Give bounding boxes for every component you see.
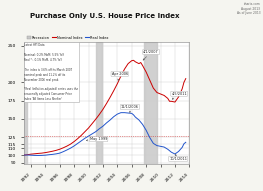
Bar (144, 42, 157, 164)
Bar (96, 42, 102, 164)
Text: 4/1/2007: 4/1/2007 (143, 50, 159, 60)
Legend: Recession, Nominal Index, Real Index: Recession, Nominal Index, Real Index (26, 34, 110, 41)
Text: 10/1/2011: 10/1/2011 (169, 155, 187, 161)
Text: May 1999: May 1999 (86, 137, 107, 141)
Text: Apr 2006: Apr 2006 (112, 72, 128, 80)
Text: charts.com
August 2013
As of June 2013: charts.com August 2013 As of June 2013 (237, 2, 260, 15)
Text: Purchase Only U.S. House Price Index: Purchase Only U.S. House Price Index (31, 13, 180, 19)
Text: 4/5/2011: 4/5/2011 (171, 92, 187, 99)
Text: Latest HPI Data

Nominal: 0.2% MoM, 5.5% YoY
Real *: -0.1% MoM, 4.7% YoY

The in: Latest HPI Data Nominal: 0.2% MoM, 5.5% … (24, 43, 79, 101)
Bar (24, 42, 27, 164)
Text: 11/1/2006: 11/1/2006 (121, 105, 139, 112)
